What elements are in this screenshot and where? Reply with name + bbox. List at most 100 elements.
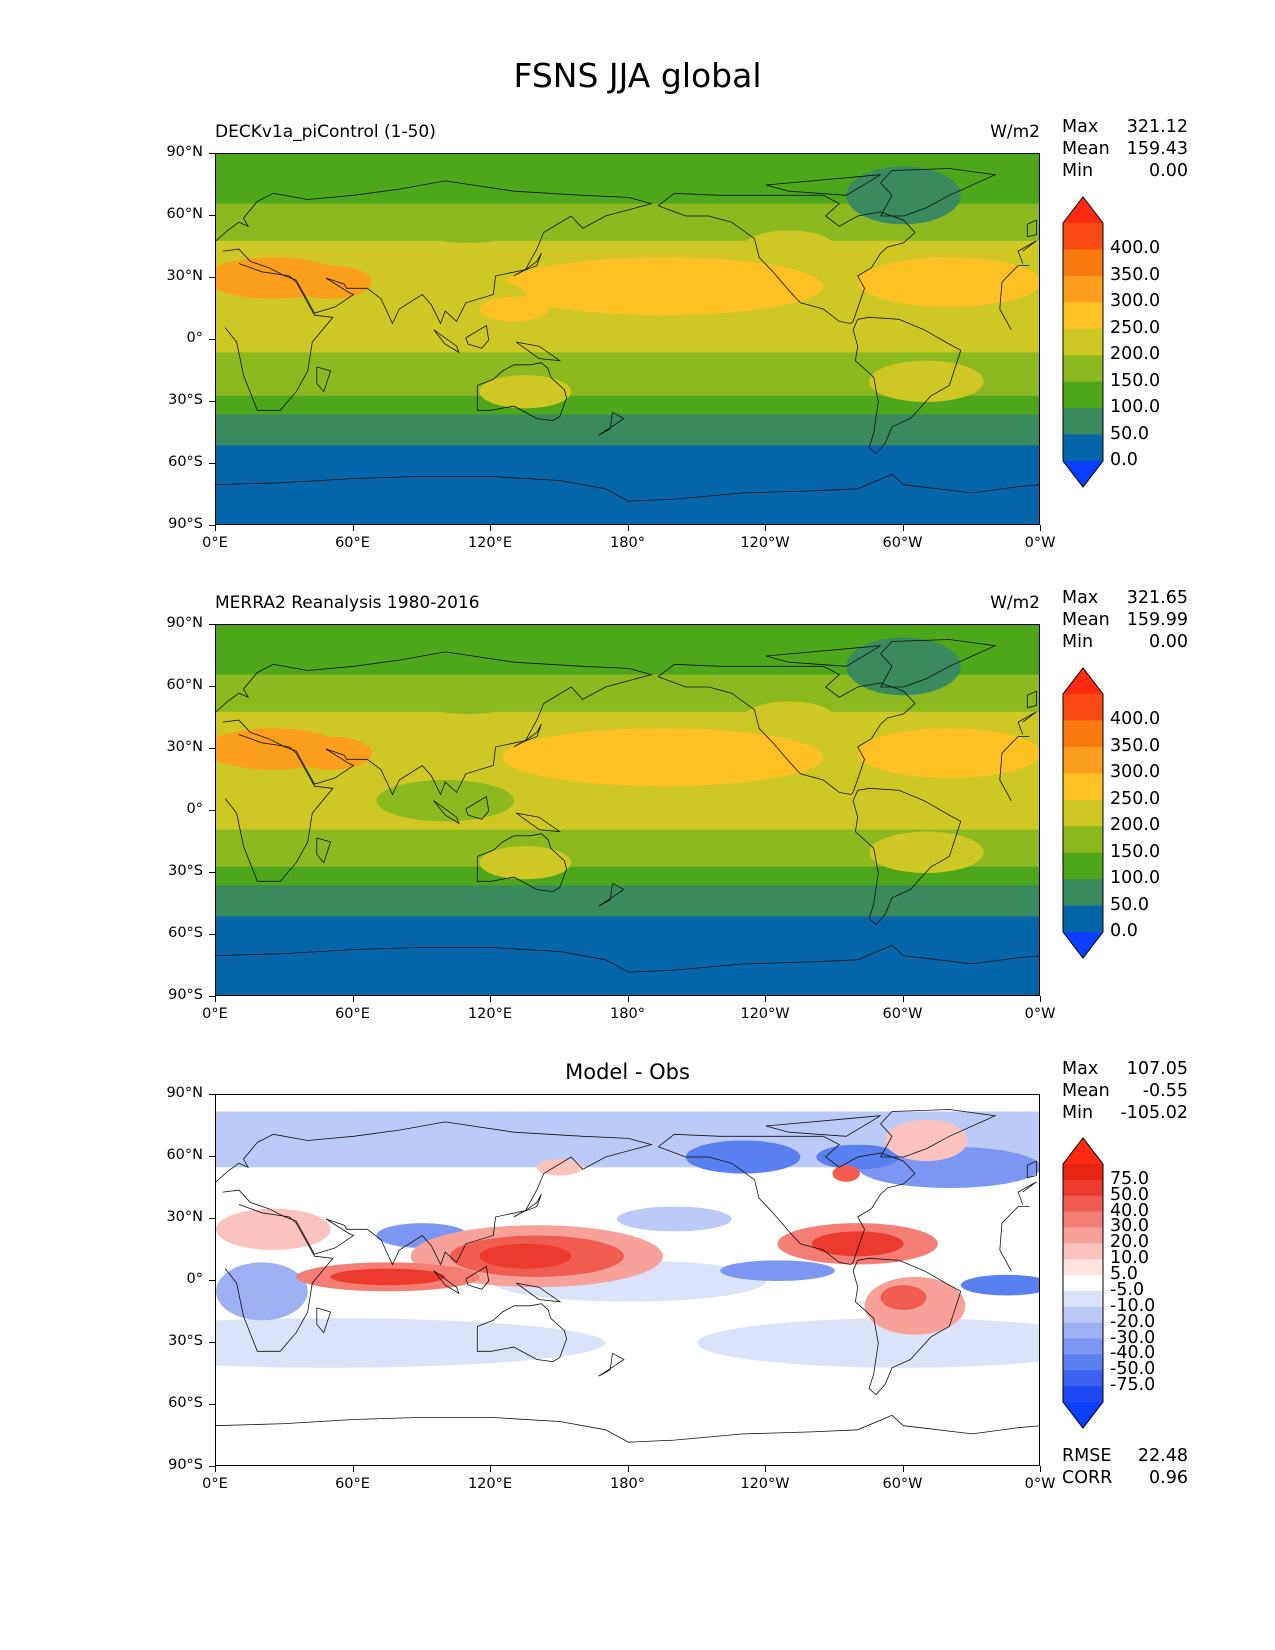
alaska-negative [685, 1140, 801, 1174]
field-band [216, 941, 1039, 948]
field-band [216, 984, 1039, 992]
x-tick-label: 60°E [335, 535, 370, 551]
stat-mean-label: Mean [1062, 1081, 1110, 1101]
corr-value: 0.96 [1149, 1468, 1188, 1488]
field-band [216, 154, 1039, 161]
sa-mid [869, 831, 984, 873]
field-band [216, 959, 1039, 967]
colorbar-outline [1062, 1137, 1104, 1429]
field-band [216, 680, 1039, 688]
colorbar-label: 150.0 [1110, 841, 1161, 862]
error-stats: RMSE 22.48 CORR 0.96 [1062, 1445, 1188, 1489]
colorbar-label: 50.0 [1110, 1184, 1149, 1205]
colorbar-bin [1063, 746, 1103, 774]
coastline [476, 1303, 568, 1363]
field-band [216, 897, 1039, 905]
y-tick-label: 60°N [166, 206, 203, 222]
field-band [216, 990, 1039, 995]
colorbar-bin [1063, 1227, 1103, 1244]
greenland-positive [885, 1119, 968, 1162]
colorbar-label: 50.0 [1110, 423, 1149, 444]
colorbar-bin [1063, 773, 1103, 801]
x-tick-mark [1040, 1466, 1041, 1472]
colorbar-label: 250.0 [1110, 788, 1161, 809]
y-tick-mark [209, 463, 215, 464]
y-tick-label: 30°S [168, 1333, 203, 1349]
sahara-positive [216, 1208, 331, 1250]
colorbar-bin [1063, 720, 1103, 748]
field-band [216, 377, 1039, 384]
field-features [216, 637, 1039, 880]
coastline [216, 651, 1037, 796]
field-band [216, 656, 1039, 663]
field-band [216, 408, 1039, 415]
x-tick-label: 120°E [467, 1006, 513, 1022]
colorbar-label: -75.0 [1110, 1375, 1156, 1396]
colorbar-svg [1062, 1137, 1104, 1429]
stat-min: 0.00 [1149, 161, 1188, 181]
okhotsk-positive [536, 1159, 583, 1176]
field-band [216, 823, 1039, 831]
colorbar-label: 150.0 [1110, 370, 1161, 391]
coastline [598, 882, 625, 907]
y-tick-mark [209, 872, 215, 873]
colorbar-label: 50.0 [1110, 894, 1149, 915]
x-tick-mark [1040, 996, 1041, 1002]
map-plot [215, 153, 1040, 525]
wpac-max [479, 296, 549, 322]
x-tick-mark [765, 996, 766, 1002]
field-band [216, 916, 1039, 924]
y-tick-label: 60°S [168, 454, 203, 470]
field-band [216, 649, 1039, 657]
coastline [476, 362, 568, 422]
colorbar-bin [1063, 1164, 1103, 1181]
y-tick-mark [209, 1280, 215, 1281]
x-tick-label: 60°W [882, 1476, 923, 1492]
coastline [658, 1133, 916, 1265]
coastline [465, 324, 490, 349]
field-band [216, 402, 1039, 409]
colorbar-svg [1062, 196, 1104, 488]
stat-min: 0.00 [1149, 632, 1188, 652]
colorbar-bin [1063, 434, 1103, 462]
coastline [216, 180, 1037, 325]
colorbar-bin [1063, 328, 1103, 356]
colorbar-bin [1063, 249, 1103, 277]
colorbar-extend-max [1063, 197, 1103, 223]
field-band [216, 203, 1039, 211]
field-band [216, 860, 1039, 868]
y-tick-label: 90°N [166, 1085, 203, 1101]
y-tick-label: 60°S [168, 925, 203, 941]
x-tick-mark [902, 1466, 904, 1472]
field-band [216, 501, 1039, 508]
field-band [216, 798, 1039, 806]
coastline [852, 316, 962, 455]
y-tick-label: 90°S [168, 516, 203, 532]
x-tick-mark [627, 1466, 629, 1472]
x-tick-mark [627, 996, 629, 1002]
corr-label: CORR [1062, 1468, 1113, 1488]
colorbar-bin [1063, 1354, 1103, 1371]
colorbar-extend-max [1063, 668, 1103, 694]
field-band [216, 910, 1039, 917]
field-band [216, 395, 1039, 403]
colorbar-bin [1063, 302, 1103, 330]
field-band [216, 724, 1039, 731]
field-band [216, 457, 1039, 465]
coastline [316, 366, 332, 393]
field-band [216, 922, 1039, 930]
stat-mean-label: Mean [1062, 139, 1110, 159]
colorbar-bin [1063, 1370, 1103, 1387]
y-tick-mark [209, 401, 215, 402]
field-band [216, 643, 1039, 651]
colorbar-bin [1063, 852, 1103, 880]
figure-title: FSNS JJA global [513, 56, 762, 95]
colorbar-label: 350.0 [1110, 264, 1161, 285]
field-band [216, 371, 1039, 378]
field-band [216, 352, 1039, 360]
y-tick-label: 30°S [168, 863, 203, 879]
coastline [216, 944, 1039, 973]
colorbar-extend-min [1063, 461, 1103, 487]
field-band [216, 364, 1039, 372]
greenland [846, 166, 961, 225]
